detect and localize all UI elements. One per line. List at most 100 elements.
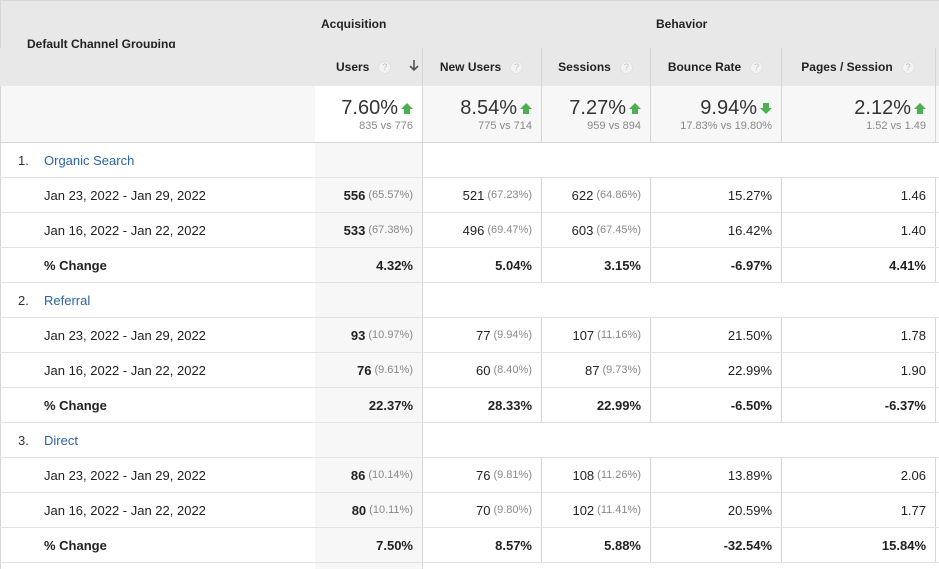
change-label: % Change [44, 397, 107, 413]
sessions-cell: 107 (11.16%) [541, 318, 651, 352]
column-header-next[interactable] [935, 48, 939, 86]
change-row: % Change 22.37% 28.33% 22.99% -6.50% -6.… [0, 388, 939, 423]
bounce-rate-cell: 22.99% [650, 353, 782, 387]
sessions-cell: 108 (11.26%) [541, 458, 651, 492]
summary-compare: 835 vs 776 [359, 120, 413, 132]
sessions-percent: (11.16%) [597, 329, 641, 341]
pages-session-cell: 1.40 [781, 213, 936, 247]
column-header-users[interactable]: Users ? [315, 48, 423, 86]
new-users-cell: 521 (67.23%) [422, 178, 542, 212]
help-icon[interactable]: ? [901, 60, 915, 74]
help-icon[interactable]: ? [750, 60, 764, 74]
new-users-percent: (8.40%) [493, 364, 532, 376]
users-cell: 80 (10.11%) [315, 493, 423, 527]
new-users-change: 28.33% [422, 388, 542, 422]
sort-descending-icon[interactable] [409, 60, 419, 72]
users-percent: (9.61%) [374, 364, 413, 376]
summary-pages-session: 2.12% 1.52 vs 1.49 [781, 86, 936, 142]
arrow-up-icon [520, 102, 532, 114]
date-range-cell: Jan 23, 2022 - Jan 29, 2022 [0, 178, 316, 212]
users-value: 86 [350, 467, 366, 483]
new-users-cell: 60 (8.40%) [422, 353, 542, 387]
pages-session-cell: 1.46 [781, 178, 936, 212]
next-cell [935, 458, 939, 492]
sessions-percent: (9.73%) [602, 364, 641, 376]
bounce-rate-cell: 21.50% [650, 318, 782, 352]
pages-session-value: 1.46 [900, 187, 926, 203]
date-range-cell: Jan 23, 2022 - Jan 29, 2022 [0, 458, 316, 492]
sessions-cell: 622 (64.86%) [541, 178, 651, 212]
new-users-cell: 77 (9.94%) [422, 318, 542, 352]
bounce-rate-cell: 16.42% [650, 213, 782, 247]
empty-cell [422, 423, 939, 457]
group-label: Acquisition [321, 16, 387, 31]
bounce-rate-value: 21.50% [727, 327, 772, 343]
channel-row-referral: 2. Referral [0, 283, 939, 318]
dimension-header-label: Default Channel Grouping [27, 36, 176, 51]
sessions-value: 108 [572, 467, 595, 483]
summary-change: 8.54% [460, 97, 517, 119]
change-label-cell: % Change [0, 248, 316, 282]
bounce-rate-value: 22.99% [727, 362, 772, 378]
column-header-pages-session[interactable]: Pages / Session ? [781, 48, 936, 86]
users-percent: (65.57%) [368, 189, 413, 201]
channel-link[interactable]: Organic Search [44, 152, 135, 168]
column-header-label: New Users [439, 60, 502, 74]
sessions-value: 603 [571, 222, 594, 238]
table-row: Jan 23, 2022 - Jan 29, 2022 93 (10.97%) 7… [0, 318, 939, 353]
new-users-percent: (9.81%) [493, 469, 532, 481]
summary-change: 7.60% [341, 97, 398, 119]
help-icon[interactable]: ? [510, 60, 524, 74]
channel-cell: 2. Referral [0, 283, 316, 317]
sessions-change: 3.15% [541, 248, 651, 282]
summary-next [935, 86, 939, 142]
new-users-value: 521 [462, 187, 485, 203]
sessions-value: 622 [571, 187, 594, 203]
date-range-cell: Jan 16, 2022 - Jan 22, 2022 [0, 493, 316, 527]
group-label: Behavior [656, 16, 708, 31]
empty-cell [0, 563, 316, 569]
date-range-cell: Jan 16, 2022 - Jan 22, 2022 [0, 213, 316, 247]
pages-session-cell: 1.77 [781, 493, 936, 527]
metric-header-row: Users ? New Users ? Sessions ? Bounce Ra… [0, 48, 939, 86]
help-icon[interactable]: ? [619, 60, 633, 74]
pages-session-value: 1.77 [900, 502, 926, 518]
new-users-value: 76 [476, 467, 491, 483]
column-header-sessions[interactable]: Sessions ? [541, 48, 651, 86]
sessions-cell: 603 (67.45%) [541, 213, 651, 247]
next-cell [935, 528, 939, 562]
next-cell [935, 213, 939, 247]
new-users-percent: (69.47%) [487, 224, 532, 236]
date-range-label: Jan 23, 2022 - Jan 29, 2022 [44, 467, 206, 483]
summary-change: 7.27% [569, 97, 626, 119]
sessions-value: 107 [572, 327, 595, 343]
column-header-new-users[interactable]: New Users ? [422, 48, 542, 86]
column-header-label: Bounce Rate [667, 60, 742, 74]
channel-link[interactable]: Referral [44, 292, 91, 308]
users-percent: (10.11%) [369, 504, 413, 516]
channel-link[interactable]: Direct [44, 432, 78, 448]
new-users-cell: 70 (9.80%) [422, 493, 542, 527]
summary-label-cell [0, 86, 316, 142]
users-change: 7.50% [315, 528, 423, 562]
help-icon[interactable]: ? [378, 60, 392, 74]
new-users-value: 60 [476, 362, 491, 378]
pages-session-cell: 1.90 [781, 353, 936, 387]
date-range-label: Jan 16, 2022 - Jan 22, 2022 [44, 222, 206, 238]
pages-session-value: 2.06 [900, 467, 926, 483]
sessions-percent: (11.26%) [597, 469, 641, 481]
users-cell: 556 (65.57%) [315, 178, 423, 212]
summary-compare: 1.52 vs 1.49 [866, 120, 926, 132]
users-cell: 93 (10.97%) [315, 318, 423, 352]
column-header-label: Sessions [558, 60, 611, 74]
arrow-up-icon [914, 102, 926, 114]
bounce-rate-change: -32.54% [650, 528, 782, 562]
new-users-value: 496 [462, 222, 485, 238]
summary-users: 7.60% 835 vs 776 [315, 86, 423, 142]
next-cell [935, 353, 939, 387]
group-header-behavior: Behavior [650, 0, 939, 49]
summary-new-users: 8.54% 775 vs 714 [422, 86, 542, 142]
pages-session-cell: 1.78 [781, 318, 936, 352]
column-header-bounce-rate[interactable]: Bounce Rate ? [650, 48, 782, 86]
users-percent: (10.97%) [368, 329, 413, 341]
